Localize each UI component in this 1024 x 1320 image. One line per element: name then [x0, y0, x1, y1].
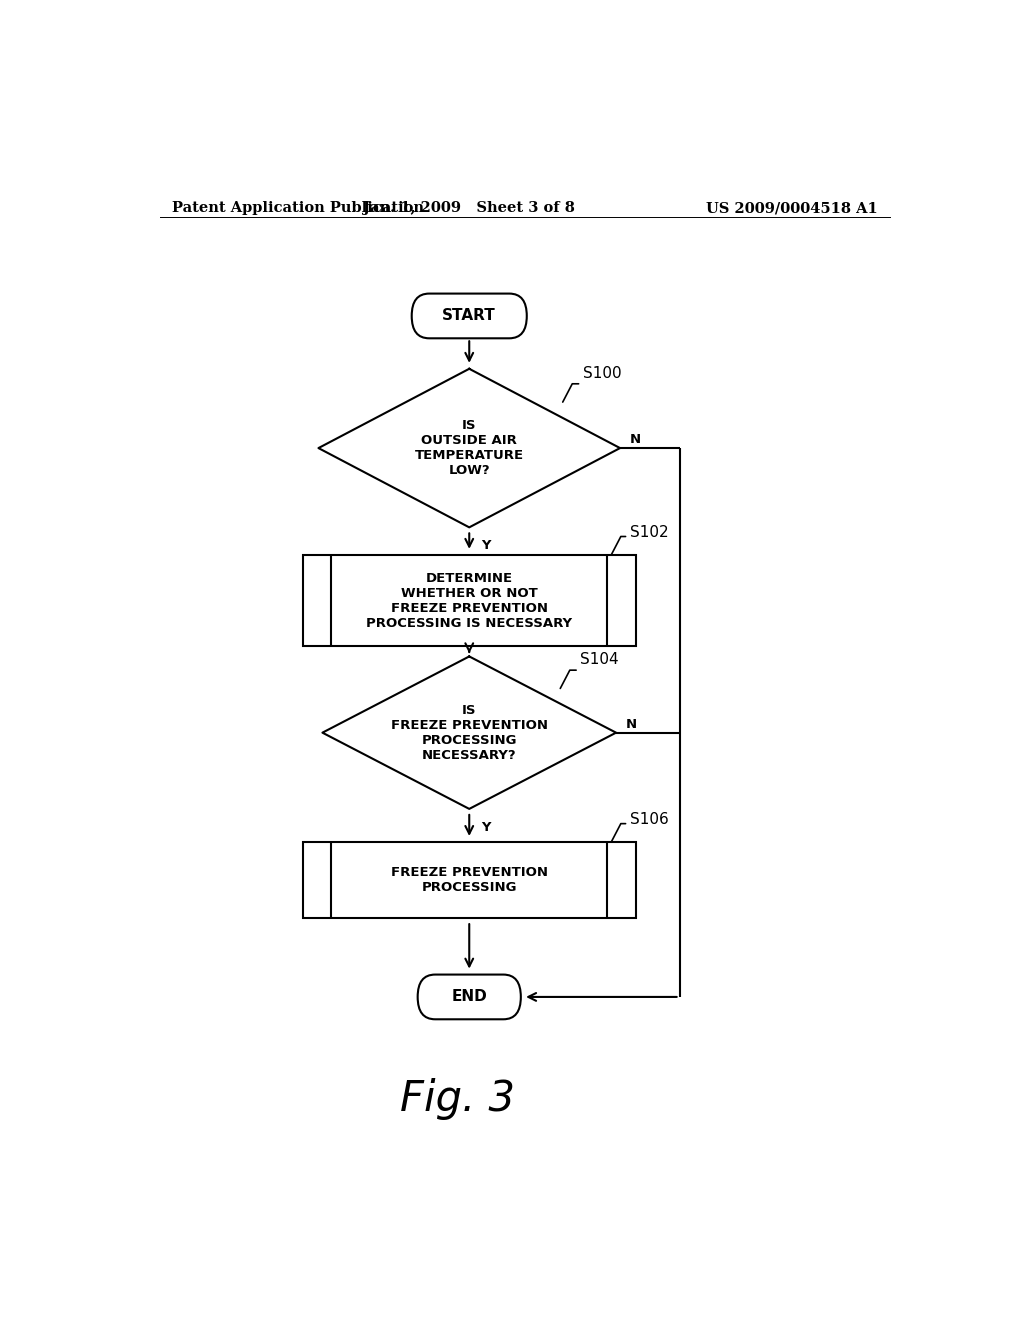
Text: Y: Y — [481, 539, 490, 552]
Text: S100: S100 — [583, 366, 622, 381]
Polygon shape — [323, 656, 616, 809]
Text: FREEZE PREVENTION
PROCESSING: FREEZE PREVENTION PROCESSING — [391, 866, 548, 894]
Text: Y: Y — [481, 821, 490, 834]
Text: S102: S102 — [630, 525, 669, 540]
Text: N: N — [630, 433, 641, 446]
FancyBboxPatch shape — [412, 293, 526, 338]
Text: DETERMINE
WHETHER OR NOT
FREEZE PREVENTION
PROCESSING IS NECESSARY: DETERMINE WHETHER OR NOT FREEZE PREVENTI… — [367, 572, 572, 630]
Text: IS
FREEZE PREVENTION
PROCESSING
NECESSARY?: IS FREEZE PREVENTION PROCESSING NECESSAR… — [391, 704, 548, 762]
Text: IS
OUTSIDE AIR
TEMPERATURE
LOW?: IS OUTSIDE AIR TEMPERATURE LOW? — [415, 418, 524, 477]
Text: N: N — [626, 718, 637, 731]
Text: END: END — [452, 990, 487, 1005]
Bar — [303, 842, 636, 919]
Text: Jan. 1, 2009   Sheet 3 of 8: Jan. 1, 2009 Sheet 3 of 8 — [364, 201, 575, 215]
FancyBboxPatch shape — [418, 974, 521, 1019]
Bar — [303, 554, 636, 647]
Text: START: START — [442, 309, 496, 323]
Text: S104: S104 — [581, 652, 618, 668]
Text: S106: S106 — [630, 812, 669, 828]
Text: Fig. 3: Fig. 3 — [399, 1077, 515, 1119]
Text: Patent Application Publication: Patent Application Publication — [172, 201, 424, 215]
Polygon shape — [318, 368, 620, 528]
Text: US 2009/0004518 A1: US 2009/0004518 A1 — [707, 201, 878, 215]
